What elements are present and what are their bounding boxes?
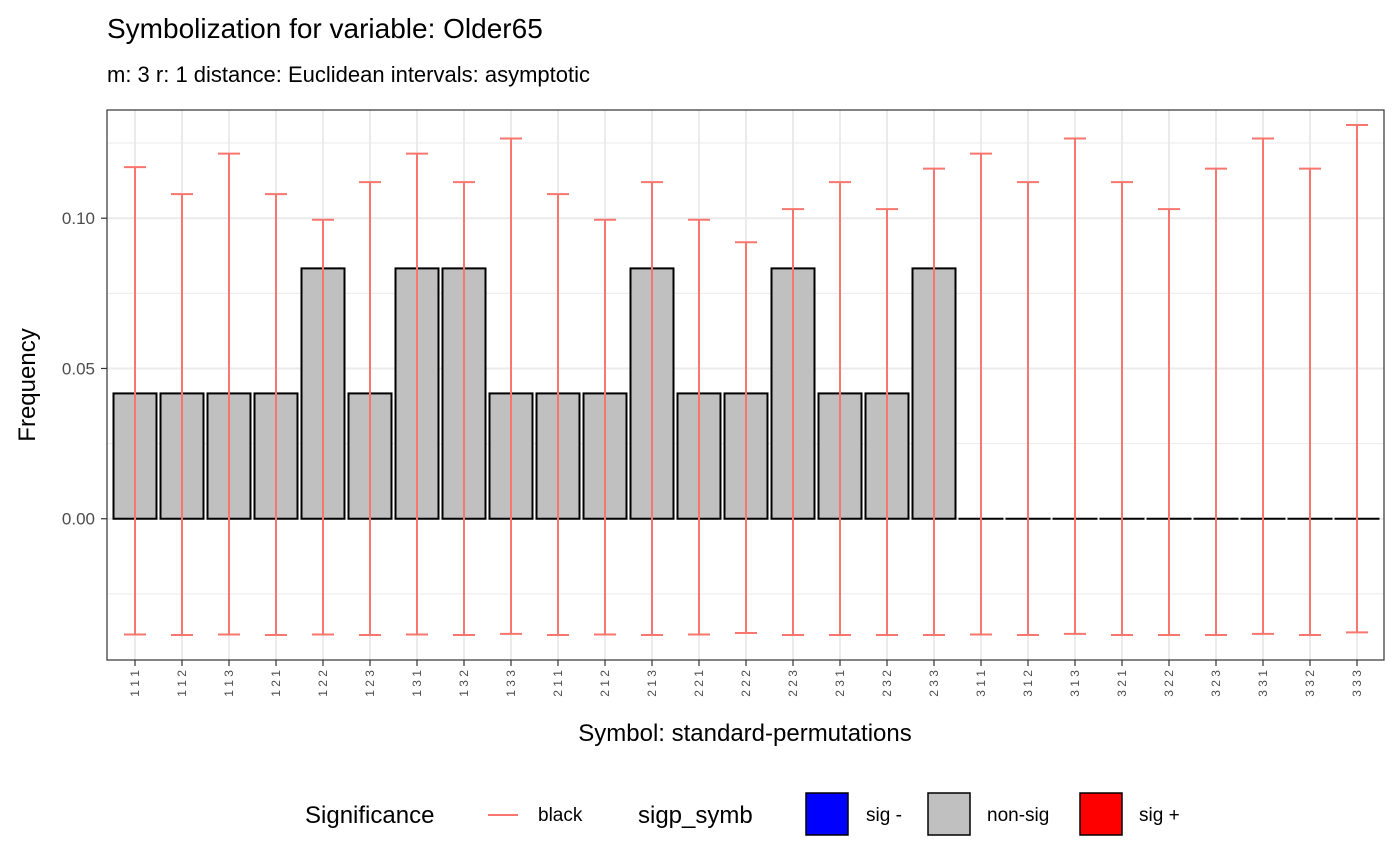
- y-tick-label: 0.05: [62, 359, 95, 378]
- x-tick-label: 1 3 3: [504, 670, 518, 697]
- x-axis-title: Symbol: standard-permutations: [578, 720, 912, 747]
- x-tick-label: 2 2 2: [739, 670, 753, 697]
- x-tick-label: 2 2 3: [786, 670, 800, 697]
- legend-significance-title: Significance: [305, 802, 434, 829]
- y-axis-title: Frequency: [14, 328, 41, 441]
- x-tick-label: 1 3 2: [457, 670, 471, 697]
- legend-sigp-title: sigp_symb: [638, 802, 753, 829]
- chart-subtitle: m: 3 r: 1 distance: Euclidean intervals:…: [107, 62, 590, 87]
- plot-panel: [106, 109, 1385, 661]
- legend-label-sig-minus: sig -: [866, 805, 902, 826]
- x-tick-label: 1 1 3: [222, 670, 236, 697]
- legend-key-sig-plus: [1079, 792, 1123, 836]
- x-tick-label: 3 2 3: [1209, 670, 1223, 697]
- legend-key-sig-minus: [805, 792, 849, 836]
- legend-significance-label: black: [538, 805, 583, 826]
- error-bars: [124, 124, 1368, 637]
- x-tick-label: 3 3 3: [1350, 670, 1364, 697]
- x-tick-label: 1 2 2: [316, 670, 330, 697]
- x-tick-label: 2 3 2: [880, 670, 894, 697]
- legend-label-sig-plus: sig +: [1139, 805, 1180, 826]
- x-tick-label: 3 3 1: [1256, 670, 1270, 697]
- x-tick-label: 1 2 1: [269, 670, 283, 697]
- x-axis: 1 1 1 1 1 2 1 1 3 1 2 1 1 2 2 1 2 3 1 3 1 1 3 2…: [128, 660, 1364, 697]
- x-tick-label: 2 1 3: [645, 670, 659, 697]
- x-tick-label: 3 1 3: [1068, 670, 1082, 697]
- x-tick-label: 2 1 1: [551, 670, 565, 697]
- x-tick-label: 1 3 1: [410, 670, 424, 697]
- x-tick-label: 3 2 2: [1162, 670, 1176, 697]
- x-tick-label: 1 2 3: [363, 670, 377, 697]
- legend: Significance black sigp_symb sig - non-s…: [305, 792, 1180, 836]
- x-tick-label: 2 1 2: [598, 670, 612, 697]
- x-tick-label: 3 1 2: [1021, 670, 1035, 697]
- x-tick-label: 3 3 2: [1303, 670, 1317, 697]
- y-tick-label: 0.00: [62, 510, 95, 529]
- x-tick-label: 2 2 1: [692, 670, 706, 697]
- x-tick-label: 3 2 1: [1115, 670, 1129, 697]
- x-tick-label: 1 1 2: [175, 670, 189, 697]
- x-tick-label: 2 3 1: [833, 670, 847, 697]
- y-axis: 0.00 0.05 0.10: [62, 209, 107, 529]
- y-tick-label: 0.10: [62, 209, 95, 228]
- x-tick-label: 1 1 1: [128, 670, 142, 697]
- x-tick-label: 2 3 3: [927, 670, 941, 697]
- x-tick-label: 3 1 1: [974, 670, 988, 697]
- legend-key-non-sig: [927, 792, 971, 836]
- legend-label-non-sig: non-sig: [987, 805, 1049, 826]
- chart-title: Symbolization for variable: Older65: [107, 13, 543, 44]
